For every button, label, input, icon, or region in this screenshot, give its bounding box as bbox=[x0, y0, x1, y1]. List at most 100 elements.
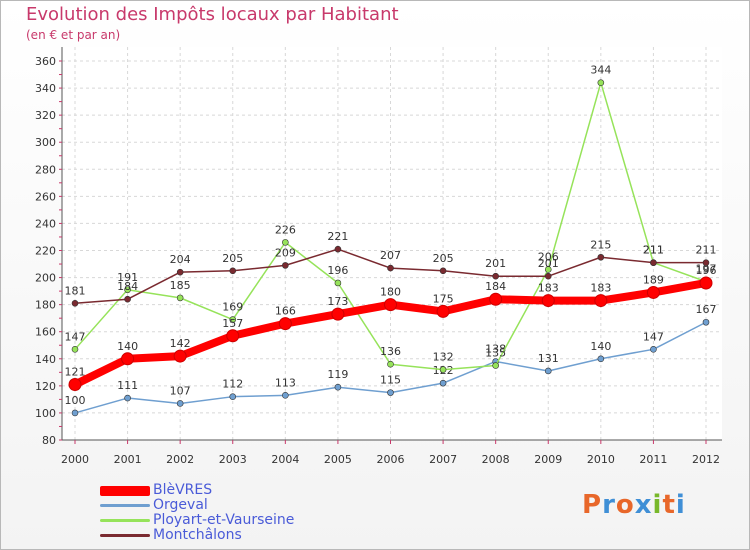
data-point bbox=[71, 409, 79, 417]
legend-item: Ployart-et-Vaurseine bbox=[100, 513, 294, 528]
y-tick-label: 200 bbox=[35, 272, 56, 285]
data-point bbox=[387, 264, 394, 272]
legend: BlèVRES Orgeval Ployart-et-Vaurseine Montch… bbox=[100, 483, 294, 543]
data-point bbox=[387, 389, 394, 396]
data-label: 140 bbox=[117, 340, 138, 353]
data-label: 132 bbox=[433, 351, 454, 364]
x-tick-label: 2003 bbox=[219, 453, 247, 466]
data-label: 226 bbox=[275, 223, 296, 236]
data-label: 147 bbox=[65, 330, 86, 343]
data-point bbox=[68, 378, 82, 392]
data-point bbox=[229, 267, 237, 275]
x-tick-label: 2006 bbox=[377, 453, 405, 466]
data-label: 206 bbox=[538, 250, 559, 263]
data-label: 205 bbox=[433, 252, 454, 265]
data-point bbox=[124, 394, 131, 402]
data-label: 119 bbox=[327, 368, 348, 381]
x-tick-label: 2000 bbox=[61, 453, 89, 466]
proxiti-logo: Proxiti bbox=[582, 490, 686, 520]
data-point bbox=[387, 360, 394, 368]
data-label: 191 bbox=[117, 271, 138, 284]
data-label: 185 bbox=[170, 279, 191, 292]
data-label: 201 bbox=[485, 257, 506, 270]
y-tick-label: 280 bbox=[35, 163, 56, 176]
y-tick-label: 240 bbox=[35, 217, 56, 230]
logo-letter: i bbox=[675, 490, 686, 520]
data-label: 221 bbox=[327, 230, 348, 243]
data-label: 112 bbox=[222, 378, 243, 391]
data-label: 169 bbox=[222, 301, 243, 314]
logo-letter: t bbox=[662, 490, 676, 520]
legend-swatch bbox=[100, 485, 150, 496]
chart-subtitle: (en € et par an) bbox=[26, 28, 121, 42]
data-label: 211 bbox=[696, 244, 717, 257]
legend-item: BlèVRES bbox=[100, 483, 294, 498]
data-label: 201 bbox=[538, 257, 559, 270]
data-point bbox=[439, 366, 447, 373]
x-tick-label: 2010 bbox=[587, 453, 615, 466]
data-point bbox=[594, 294, 608, 308]
legend-label: Orgeval bbox=[153, 497, 208, 513]
data-label: 107 bbox=[170, 384, 191, 397]
data-label: 166 bbox=[275, 305, 296, 318]
data-point bbox=[702, 318, 710, 326]
data-point bbox=[229, 316, 237, 323]
data-label: 115 bbox=[380, 374, 401, 387]
data-point bbox=[173, 349, 187, 363]
data-point bbox=[439, 379, 447, 387]
data-point bbox=[71, 346, 79, 353]
data-point bbox=[646, 285, 660, 299]
data-point bbox=[544, 272, 552, 280]
data-point bbox=[176, 400, 184, 407]
data-point bbox=[702, 259, 710, 266]
data-label: 205 bbox=[222, 252, 243, 265]
data-point bbox=[384, 298, 397, 312]
y-tick-label: 340 bbox=[35, 82, 56, 95]
x-tick-label: 2012 bbox=[692, 453, 720, 466]
data-label: 121 bbox=[65, 366, 86, 379]
data-point bbox=[597, 355, 605, 363]
data-point bbox=[124, 286, 131, 294]
x-tick-label: 2002 bbox=[166, 453, 194, 466]
data-label: 207 bbox=[380, 249, 401, 262]
data-label: 189 bbox=[643, 273, 664, 286]
data-label: 211 bbox=[643, 244, 664, 257]
data-point bbox=[699, 276, 713, 290]
logo-letter: i bbox=[652, 490, 663, 520]
data-label: 184 bbox=[117, 280, 138, 293]
data-point bbox=[176, 294, 184, 302]
chart-title: Evolution des Impôts locaux par Habitant bbox=[26, 4, 399, 25]
legend-swatch bbox=[100, 534, 150, 537]
plot-area bbox=[62, 47, 722, 440]
data-point bbox=[489, 292, 503, 306]
y-tick-label: 260 bbox=[35, 190, 56, 203]
logo-letter: x bbox=[634, 490, 653, 520]
logo-letter: P bbox=[582, 490, 603, 520]
data-label: 209 bbox=[275, 246, 296, 259]
legend-label: BlèVRES bbox=[153, 482, 213, 498]
data-label: 197 bbox=[696, 263, 717, 276]
data-label: 131 bbox=[538, 352, 559, 365]
data-label: 183 bbox=[590, 282, 611, 295]
y-tick-label: 220 bbox=[35, 245, 56, 258]
data-point bbox=[334, 245, 342, 253]
x-tick-label: 2001 bbox=[114, 453, 142, 466]
data-point bbox=[282, 262, 289, 269]
legend-item: Montchâlons bbox=[100, 528, 294, 543]
data-label: 180 bbox=[380, 286, 401, 299]
data-point bbox=[331, 307, 345, 321]
logo-letter: r bbox=[602, 490, 616, 520]
data-point bbox=[541, 294, 555, 308]
data-label: 175 bbox=[433, 292, 454, 305]
data-point bbox=[176, 268, 184, 276]
y-tick-label: 180 bbox=[35, 299, 56, 312]
data-point bbox=[544, 266, 552, 273]
data-label: 344 bbox=[590, 64, 611, 77]
data-label: 136 bbox=[380, 345, 401, 358]
data-label: 215 bbox=[590, 238, 611, 251]
data-label: 157 bbox=[222, 317, 243, 330]
legend-swatch bbox=[100, 519, 150, 522]
data-label: 113 bbox=[275, 376, 296, 389]
data-label: 100 bbox=[65, 394, 86, 407]
data-point bbox=[229, 393, 237, 400]
